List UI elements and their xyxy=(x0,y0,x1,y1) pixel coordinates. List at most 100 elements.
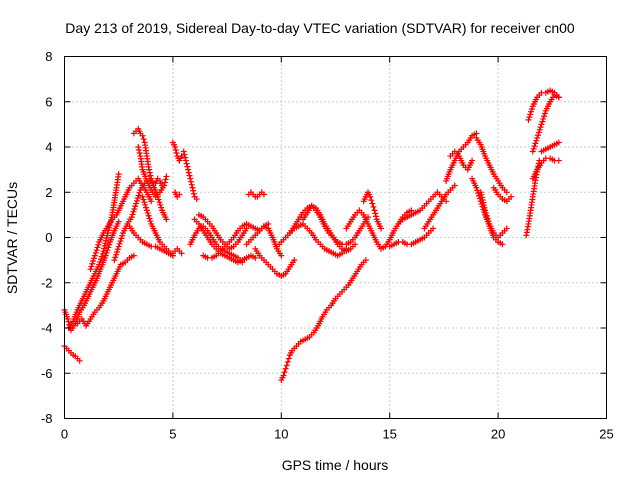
data-point xyxy=(281,369,288,376)
data-point xyxy=(184,163,191,170)
data-point xyxy=(112,254,119,261)
data-point xyxy=(143,207,150,214)
data-point xyxy=(189,184,196,191)
y-tick-label: 8 xyxy=(45,49,52,64)
data-point xyxy=(94,244,101,251)
data-point xyxy=(128,214,135,221)
data-point xyxy=(188,181,195,188)
data-point xyxy=(371,207,378,214)
x-tick-label: 15 xyxy=(382,427,396,442)
data-point xyxy=(146,215,153,222)
data-point xyxy=(260,191,267,198)
series-track-b5-c xyxy=(169,245,185,257)
series-track-mid-g xyxy=(252,245,298,279)
series-track-late-g xyxy=(473,134,510,196)
series-track-mid-k xyxy=(343,207,415,252)
data-point xyxy=(148,198,155,205)
series-track-mid-j xyxy=(299,202,359,255)
data-point xyxy=(143,204,150,211)
data-point xyxy=(144,210,151,217)
series-track-b5-d xyxy=(180,148,200,203)
axis-ticks: 0 5 10 15 20 25 -8 -6 -4 -2 0 2 4 6 8 xyxy=(41,49,614,442)
data-point xyxy=(139,193,146,200)
series-track-b5-a xyxy=(169,139,185,164)
series-track-late-b xyxy=(395,189,450,227)
data-point xyxy=(284,358,291,365)
data-point xyxy=(185,166,192,173)
data-point xyxy=(147,172,154,179)
data-point xyxy=(91,252,98,259)
y-tick-label: -6 xyxy=(41,366,53,381)
data-point xyxy=(90,258,97,265)
data-point xyxy=(529,148,536,155)
data-point xyxy=(176,191,183,198)
x-axis-label: GPS time / hours xyxy=(282,457,389,473)
data-point xyxy=(483,212,490,219)
y-tick-label: -8 xyxy=(41,411,53,426)
data-point xyxy=(146,166,153,173)
x-tick-label: 10 xyxy=(274,427,288,442)
series-track-late-h xyxy=(477,189,510,241)
data-point xyxy=(105,244,112,251)
x-tick-label: 0 xyxy=(61,427,68,442)
data-point xyxy=(113,248,120,255)
data-point xyxy=(190,187,197,194)
data-point xyxy=(161,182,168,189)
data-point xyxy=(87,266,94,273)
data-point xyxy=(474,187,481,194)
data-point xyxy=(503,189,510,196)
data-point xyxy=(158,204,165,211)
data-point xyxy=(133,197,140,204)
data-point xyxy=(129,211,136,218)
data-point xyxy=(98,253,105,260)
data-point xyxy=(508,193,515,200)
series-track-deep xyxy=(278,257,369,384)
series-track-late-a xyxy=(386,225,437,250)
data-point xyxy=(142,201,149,208)
data-point xyxy=(140,136,147,143)
data-point xyxy=(161,179,168,186)
x-tick-label: 20 xyxy=(491,427,505,442)
series-track-late-k xyxy=(529,155,562,182)
data-point xyxy=(172,144,179,150)
series-track-late-c xyxy=(421,182,458,232)
data-point xyxy=(173,150,180,157)
data-point xyxy=(528,105,535,112)
data-point xyxy=(119,232,126,239)
data-point xyxy=(118,235,125,242)
data-point xyxy=(115,171,122,178)
data-point xyxy=(135,147,142,154)
series-track-early-h xyxy=(135,144,170,200)
data-point xyxy=(482,210,489,217)
series-track-late-n xyxy=(538,139,562,155)
data-point xyxy=(451,182,458,189)
data-point xyxy=(181,151,188,158)
data-point xyxy=(178,250,185,257)
data-point xyxy=(104,247,111,254)
data-point xyxy=(430,225,437,232)
data-point xyxy=(115,243,122,250)
data-point xyxy=(88,263,95,270)
data-point xyxy=(162,176,169,183)
data-point xyxy=(370,203,377,210)
data-point xyxy=(475,190,482,197)
data-point xyxy=(527,111,534,118)
data-point xyxy=(183,160,190,167)
x-tick-label: 25 xyxy=(599,427,613,442)
y-tick-label: 6 xyxy=(45,94,52,109)
data-point xyxy=(369,200,376,207)
series-track-early-c xyxy=(65,171,122,331)
data-point xyxy=(139,132,146,139)
data-point xyxy=(541,110,548,117)
data-point xyxy=(134,195,141,202)
data-point xyxy=(531,143,538,150)
data-point xyxy=(536,126,543,133)
data-point xyxy=(555,94,562,101)
data-point xyxy=(117,238,124,245)
data-point xyxy=(362,257,369,264)
data-point xyxy=(95,241,102,248)
data-point xyxy=(64,315,71,322)
data-point xyxy=(534,132,541,139)
data-point xyxy=(136,189,143,196)
data-point xyxy=(499,241,506,248)
